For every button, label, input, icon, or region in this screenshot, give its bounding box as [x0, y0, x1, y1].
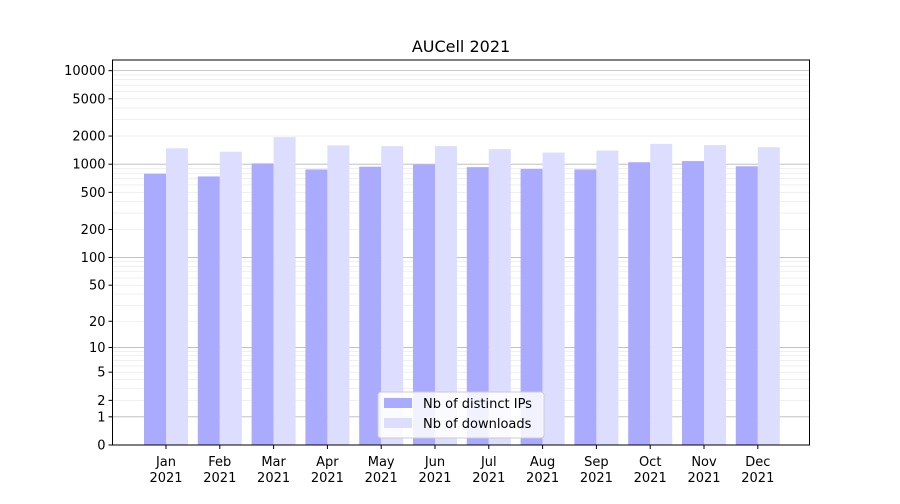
y-tick-label: 0	[97, 439, 105, 454]
bar-distinct-ips	[144, 173, 166, 445]
x-tick-label-month: Jul	[480, 455, 497, 470]
bar-downloads	[327, 145, 350, 445]
x-tick-label-year: 2021	[687, 471, 720, 486]
bar-downloads	[704, 145, 726, 445]
y-tick-label: 5000	[72, 92, 105, 107]
x-tick-label-month: Jan	[155, 455, 176, 470]
bar-distinct-ips	[682, 161, 704, 445]
legend-label: Nb of downloads	[423, 417, 532, 432]
x-tick-label-month: Nov	[691, 455, 717, 470]
bar-distinct-ips	[574, 169, 597, 445]
y-tick-label: 10000	[64, 64, 105, 79]
bar-distinct-ips	[359, 166, 382, 446]
bars	[144, 137, 780, 446]
bar-downloads	[596, 150, 619, 445]
y-tick-label: 100	[81, 251, 106, 266]
bar-distinct-ips	[251, 163, 274, 445]
y-tick-label: 2	[97, 394, 105, 409]
chart-title: AUCell 2021	[412, 37, 510, 56]
bar-downloads	[381, 146, 404, 445]
x-tick-label-year: 2021	[472, 471, 505, 486]
bar-downloads	[435, 146, 457, 445]
bar-distinct-ips	[628, 162, 651, 445]
x-tick-label-year: 2021	[526, 471, 559, 486]
bar-downloads	[757, 147, 780, 445]
x-tick-label-year: 2021	[149, 471, 182, 486]
bar-distinct-ips	[305, 169, 328, 445]
y-tick-label: 1	[97, 410, 105, 425]
bar-distinct-ips	[197, 176, 220, 445]
bar-downloads	[273, 137, 296, 445]
y-tick-label: 1000	[72, 158, 105, 173]
x-tick-label-year: 2021	[311, 471, 344, 486]
legend-label: Nb of distinct IPs	[423, 397, 532, 412]
x-tick-label-month: Sep	[584, 455, 609, 470]
bar-downloads	[650, 143, 673, 445]
x-tick-label-year: 2021	[203, 471, 236, 486]
legend-swatch	[384, 398, 412, 408]
bar-downloads	[166, 148, 188, 445]
y-tick-label: 2000	[72, 130, 105, 145]
bar-distinct-ips	[520, 168, 543, 445]
x-tick-label-year: 2021	[257, 471, 290, 486]
x-tick-label-month: Feb	[208, 455, 231, 470]
y-tick-label: 5	[97, 366, 105, 381]
x-tick-label-year: 2021	[418, 471, 451, 486]
bar-distinct-ips	[413, 164, 435, 445]
x-tick-label-month: Oct	[639, 455, 661, 470]
y-axis: 0 12 5 10 20 50 100 200 500 1000 2000 5000 10000	[64, 64, 113, 454]
x-tick-label-month: Dec	[745, 455, 770, 470]
bar-downloads	[219, 151, 242, 446]
bar-downloads	[488, 149, 511, 445]
x-tick-label-month: May	[368, 455, 395, 470]
x-tick-label-month: Mar	[261, 455, 286, 470]
y-tick-label: 20	[89, 315, 106, 330]
bar-distinct-ips	[466, 167, 489, 445]
x-tick-label-year: 2021	[634, 471, 667, 486]
x-tick-label-month: Aug	[530, 455, 555, 470]
bar-distinct-ips	[735, 166, 758, 445]
legend-swatch	[384, 418, 412, 428]
x-tick-label-year: 2021	[580, 471, 613, 486]
legend-box	[377, 391, 545, 439]
x-tick-label-year: 2021	[741, 471, 774, 486]
plot-frame	[112, 59, 810, 446]
x-axis: Jan2021Feb2021Mar2021Apr2021May2021Jun20…	[149, 445, 774, 486]
legend: Nb of distinct IPs Nb of downloads	[377, 391, 545, 439]
y-tick-label: 10	[89, 341, 106, 356]
y-tick-label: 200	[81, 223, 106, 238]
bar-downloads	[542, 152, 565, 446]
y-tick-label: 500	[81, 186, 106, 201]
x-tick-label-month: Jun	[424, 455, 445, 470]
y-tick-label: 50	[89, 279, 106, 294]
x-tick-label-month: Apr	[316, 455, 339, 470]
x-tick-label-year: 2021	[365, 471, 398, 486]
